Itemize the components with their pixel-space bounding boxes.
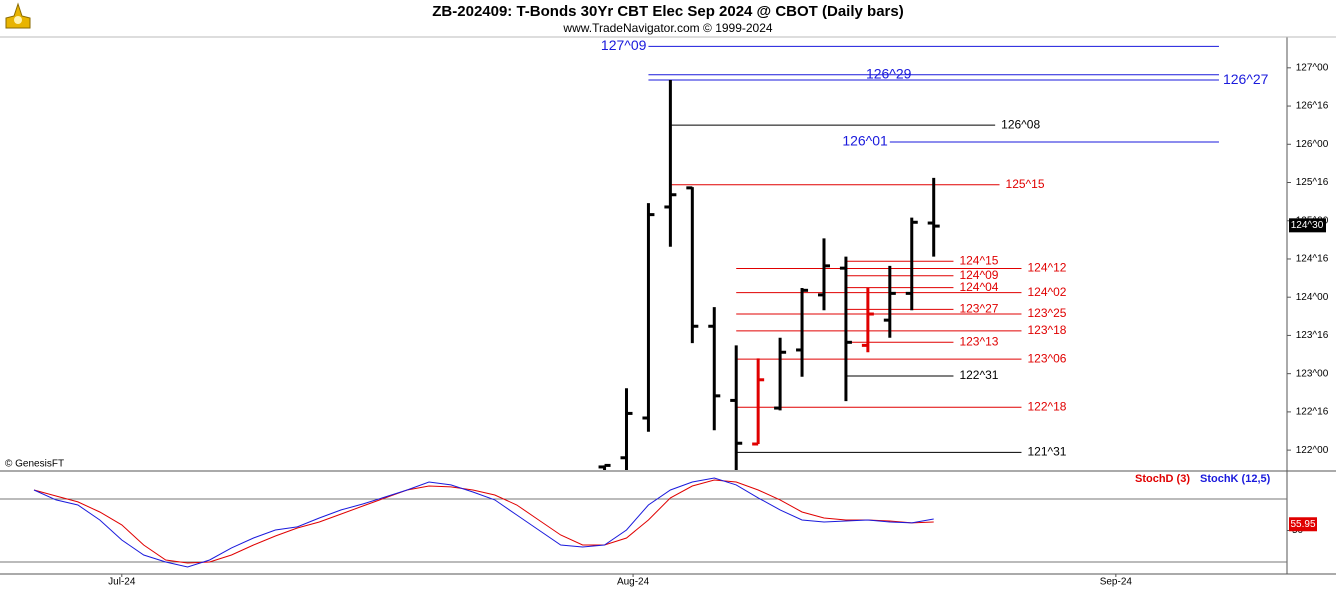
level-label: 125^15 [1006, 177, 1045, 191]
last-price-box [1289, 218, 1326, 233]
y-tick-label: 124^16 [1296, 254, 1329, 265]
y-tick-label: 122^16 [1296, 407, 1329, 418]
x-tick-label: Jul-24 [108, 577, 136, 588]
chart-subtitle: www.TradeNavigator.com © 1999-2024 [562, 21, 772, 35]
y-tick-label: 122^00 [1296, 445, 1329, 456]
level-label: 123^18 [1027, 323, 1066, 337]
level-label: 122^18 [1027, 399, 1066, 413]
level-label: 122^31 [959, 368, 998, 382]
level-label: 123^06 [1027, 351, 1066, 365]
level-label: 126^08 [1001, 117, 1040, 131]
last-value-label: 55.95 [1290, 519, 1315, 530]
level-label: 124^02 [1027, 285, 1066, 299]
y-tick-label: 123^00 [1296, 368, 1329, 379]
logo [5, 2, 31, 29]
legend-label: StochD (3) [1135, 473, 1190, 485]
level-label: 121^31 [1027, 445, 1066, 459]
copyright-note: © GenesisFT [5, 459, 64, 470]
y-tick-label: 126^00 [1296, 139, 1329, 150]
last-value-box [1289, 517, 1317, 532]
last-price-label: 124^30 [1291, 220, 1324, 231]
level-label: 126^29 [866, 65, 912, 81]
level-label: 124^04 [959, 280, 998, 294]
x-tick-label: Sep-24 [1100, 577, 1133, 588]
level-label: 126^01 [842, 133, 888, 149]
y-tick-label: 126^16 [1296, 101, 1329, 112]
level-label: 127^09 [601, 37, 647, 53]
level-label: 123^25 [1027, 306, 1066, 320]
stoch-line [33, 477, 934, 568]
legend-label: StochK (12,5) [1200, 473, 1271, 485]
x-tick-label: Aug-24 [617, 577, 650, 588]
level-label: 124^15 [959, 253, 998, 267]
level-label: 123^13 [959, 334, 998, 348]
stoch-line [33, 479, 934, 564]
level-label: 124^09 [959, 268, 998, 282]
chart-title: ZB-202409: T-Bonds 30Yr CBT Elec Sep 202… [432, 3, 903, 20]
price-pane [598, 45, 1219, 470]
level-label: 126^27 [1223, 71, 1269, 87]
y-tick-label: 123^16 [1296, 330, 1329, 341]
y-tick-label: 125^16 [1296, 177, 1329, 188]
y-tick-label: 127^00 [1296, 62, 1329, 73]
level-label: 124^12 [1027, 261, 1066, 275]
level-label: 123^27 [959, 302, 998, 316]
y-tick-label: 124^00 [1296, 292, 1329, 303]
